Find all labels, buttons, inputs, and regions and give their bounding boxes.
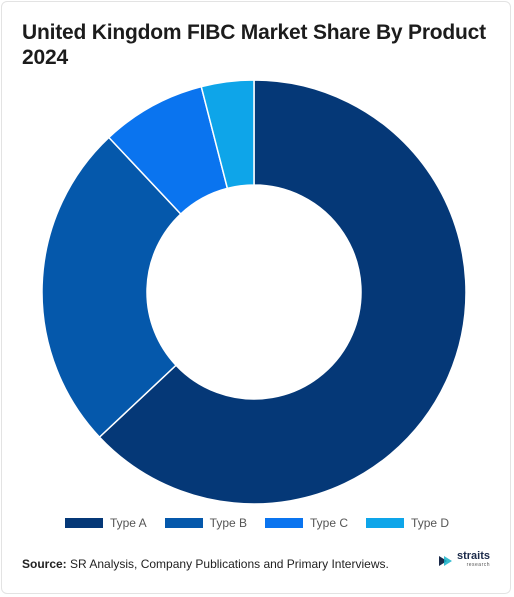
legend-label-type-a: Type A — [109, 516, 147, 530]
legend-item-type-d: Type D — [366, 516, 449, 530]
legend-swatch-type-b — [164, 518, 203, 528]
legend-label-type-b: Type B — [209, 516, 248, 530]
legend-item-type-c: Type C — [265, 516, 348, 530]
legend-swatch-type-c — [265, 518, 304, 528]
legend-swatch-type-a — [64, 518, 103, 528]
legend-item-type-b: Type B — [164, 516, 248, 530]
legend-label-type-d: Type D — [411, 516, 450, 530]
chart-title: United Kingdom FIBC Market Share By Prod… — [22, 21, 486, 69]
straits-logo: straits research — [438, 550, 491, 570]
slice-type-b — [41, 136, 182, 439]
legend-swatch-type-d — [366, 518, 405, 528]
chart-legend: Type A Type B Type C Type D — [0, 516, 514, 530]
legend-label-type-c: Type C — [310, 516, 349, 530]
straits-logo-icon — [439, 556, 452, 566]
source-text: SR Analysis, Company Publications and Pr… — [66, 557, 389, 571]
source-label: Source: — [22, 557, 67, 571]
slice-type-a — [98, 79, 467, 505]
source-note: Source: SR Analysis, Company Publication… — [22, 557, 389, 571]
legend-item-type-a: Type A — [64, 516, 147, 530]
slice-type-d — [200, 79, 255, 190]
logo-main-text: straits — [457, 550, 491, 562]
logo-sub-text: research — [466, 562, 491, 568]
